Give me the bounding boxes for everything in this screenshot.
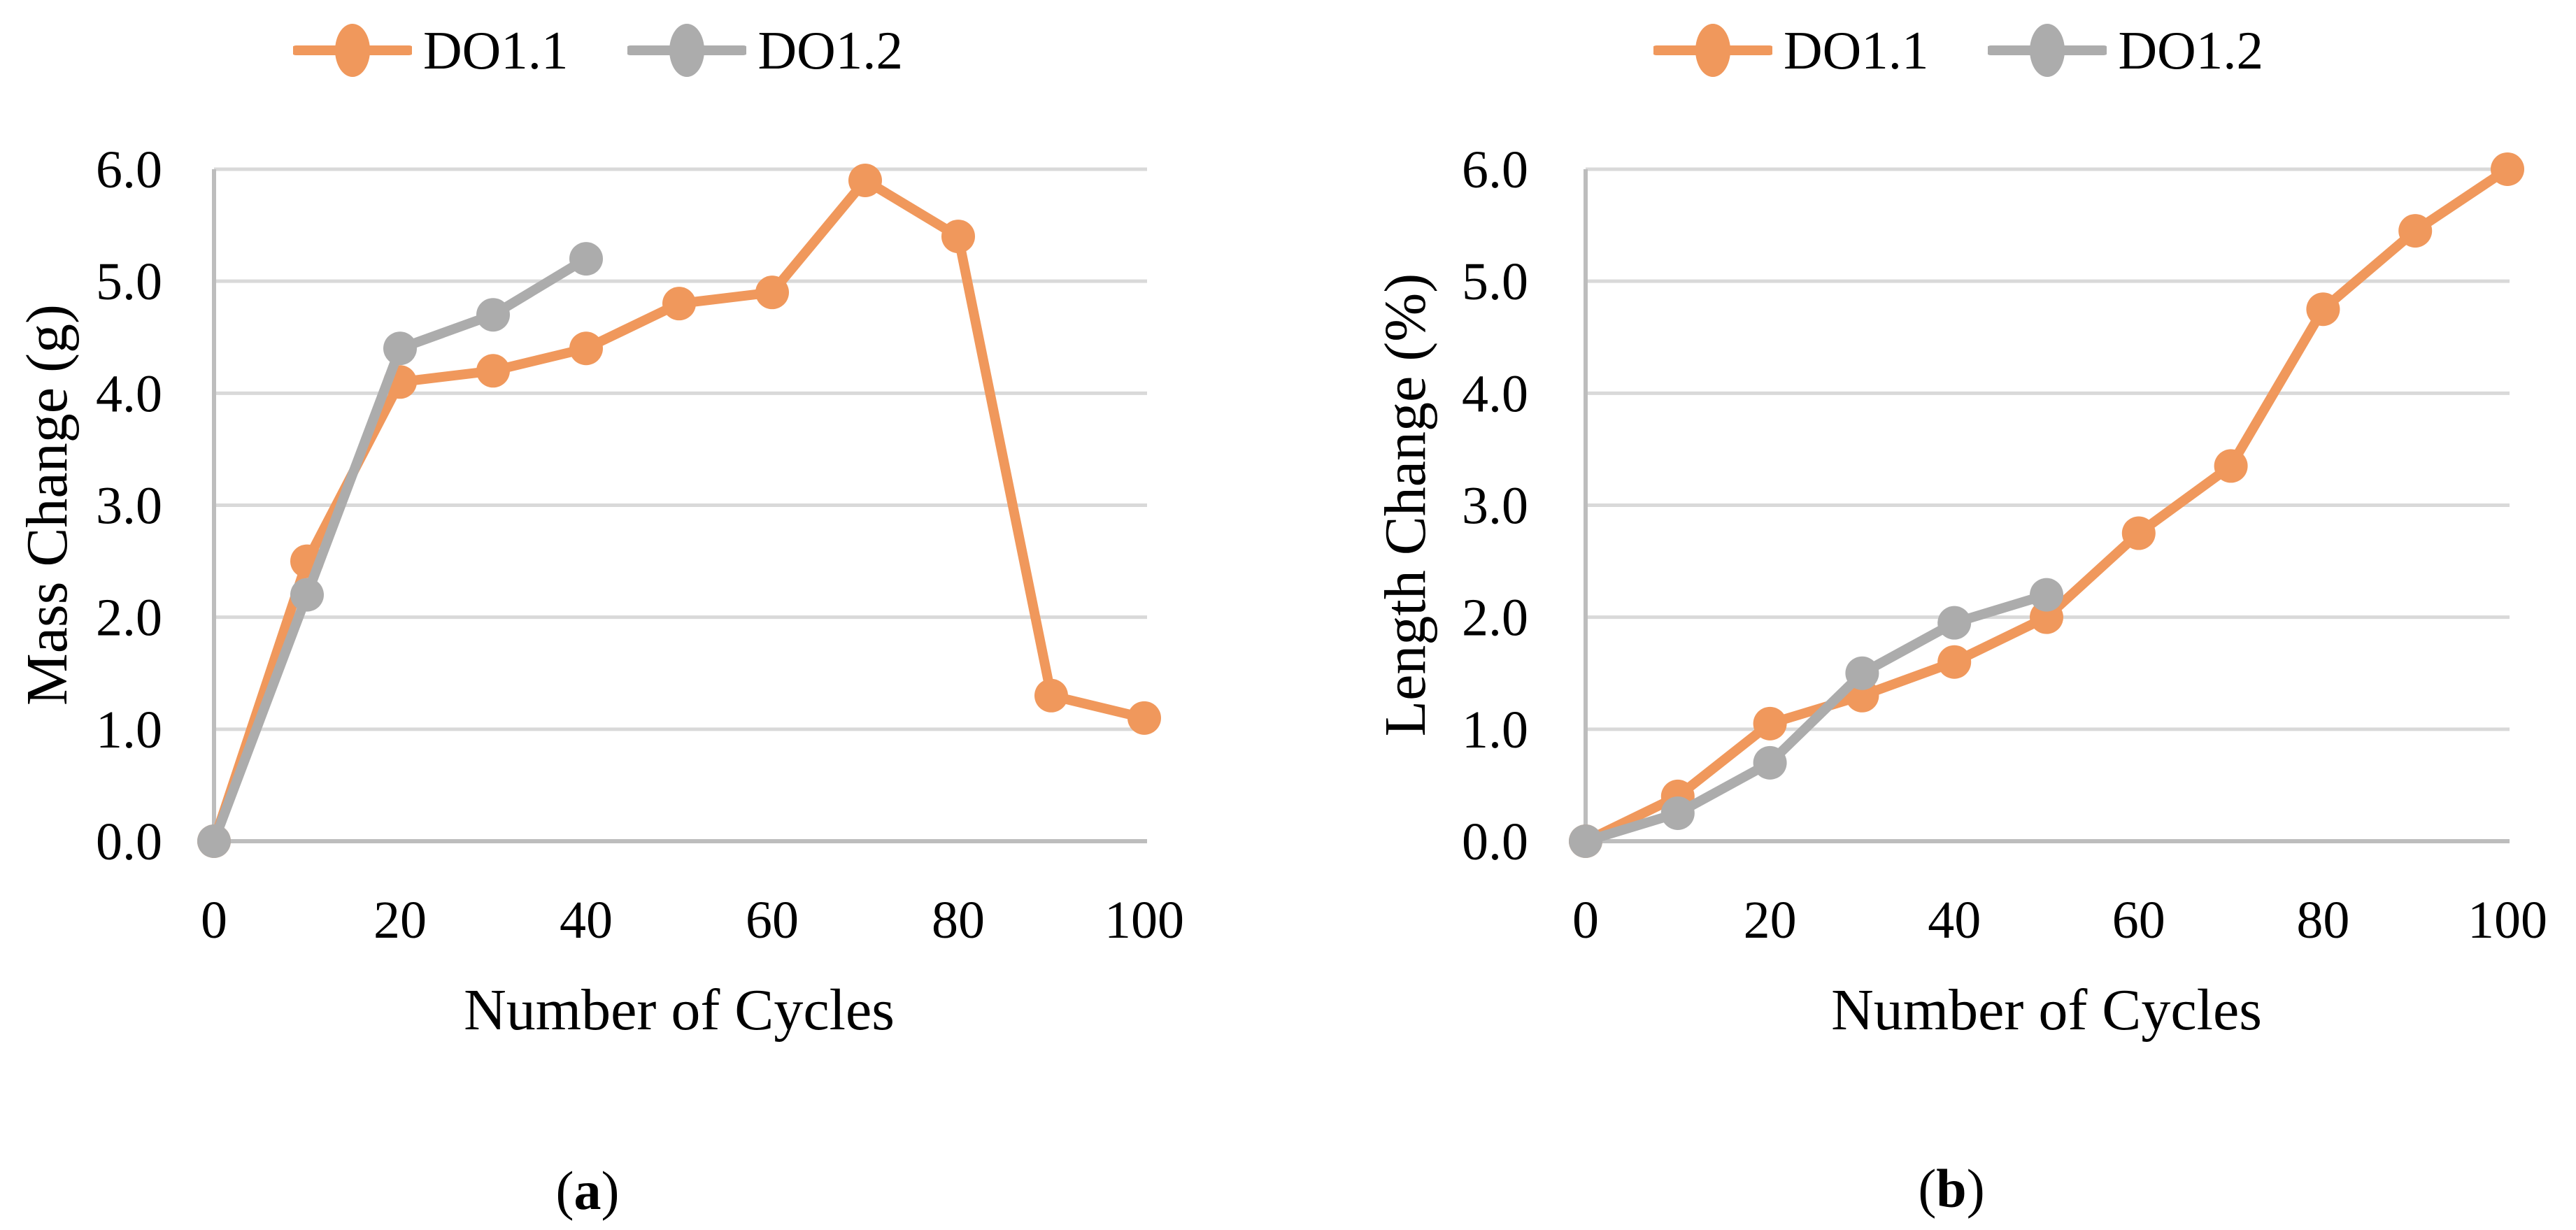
legend-marker-line-icon bbox=[1988, 24, 2107, 77]
x-tick-label: 0 bbox=[1572, 891, 1599, 950]
panel-caption-b: (b) bbox=[1918, 1161, 1984, 1216]
legend-chart-b: DO1.1 DO1.2 bbox=[1653, 22, 2263, 78]
data-point-marker-DO1.1 bbox=[2491, 152, 2524, 186]
y-tick-label: 4.0 bbox=[96, 364, 162, 423]
data-point-marker-DO1.2 bbox=[290, 578, 324, 612]
y-tick-label: 2.0 bbox=[96, 589, 162, 648]
data-point-marker-DO1.1 bbox=[662, 287, 696, 321]
panel-caption-a: (a) bbox=[556, 1164, 620, 1218]
data-point-marker-DO1.1 bbox=[2214, 449, 2248, 483]
x-tick-label: 60 bbox=[746, 891, 799, 950]
caption-open-paren: ( bbox=[1918, 1158, 1937, 1219]
data-point-marker-DO1.2 bbox=[476, 298, 510, 332]
data-point-marker-DO1.1 bbox=[2306, 292, 2340, 327]
y-tick-label: 1.0 bbox=[96, 701, 162, 759]
legend-item-do1-1: DO1.1 bbox=[293, 20, 569, 80]
y-tick-label: 5.0 bbox=[96, 252, 162, 311]
caption-letter: b bbox=[1936, 1158, 1967, 1219]
x-axis-title-chart-a: Number of Cycles bbox=[464, 978, 895, 1043]
y-tick-label: 2.0 bbox=[1462, 589, 1528, 648]
legend-item-do1-1: DO1.1 bbox=[1653, 20, 1929, 80]
y-tick-label: 6.0 bbox=[1462, 141, 1528, 199]
x-tick-label: 20 bbox=[373, 891, 427, 950]
legend-item-do1-2: DO1.2 bbox=[627, 20, 903, 80]
data-point-marker-DO1.2 bbox=[383, 331, 417, 366]
x-tick-label: 20 bbox=[1744, 891, 1797, 950]
y-tick-label: 0.0 bbox=[96, 813, 162, 871]
x-tick-label: 80 bbox=[2296, 891, 2349, 950]
x-tick-label: 100 bbox=[2468, 891, 2547, 950]
y-tick-label: 0.0 bbox=[1462, 813, 1528, 871]
y-tick-label: 5.0 bbox=[1462, 252, 1528, 311]
y-axis-title-chart-b: Length Change (%) bbox=[1373, 273, 1438, 737]
data-point-marker-DO1.2 bbox=[569, 242, 603, 276]
data-point-marker-DO1.1 bbox=[2121, 516, 2156, 550]
data-point-marker-DO1.1 bbox=[941, 220, 975, 254]
data-point-marker-DO1.1 bbox=[755, 276, 789, 310]
legend-item-do1-2: DO1.2 bbox=[1988, 22, 2263, 78]
legend-marker-line-icon bbox=[1653, 24, 1773, 77]
data-point-marker-DO1.2 bbox=[1753, 745, 1787, 780]
caption-close-paren: ) bbox=[1966, 1158, 1985, 1219]
data-point-marker-DO1.2 bbox=[1569, 824, 1602, 858]
y-tick-label: 3.0 bbox=[96, 476, 162, 535]
legend-label: DO1.2 bbox=[757, 20, 903, 80]
x-tick-label: 40 bbox=[1928, 891, 1981, 950]
x-tick-label: 40 bbox=[560, 891, 613, 950]
data-point-marker-DO1.2 bbox=[197, 824, 231, 858]
legend-chart-a: DO1.1 DO1.2 bbox=[293, 22, 903, 78]
data-point-marker-DO1.1 bbox=[1127, 701, 1161, 735]
x-tick-label: 100 bbox=[1104, 891, 1184, 950]
data-point-marker-DO1.1 bbox=[848, 163, 882, 197]
data-point-marker-DO1.2 bbox=[1845, 656, 1879, 690]
legend-label: DO1.2 bbox=[2118, 20, 2263, 80]
caption-open-paren: ( bbox=[555, 1160, 574, 1221]
y-tick-label: 3.0 bbox=[1462, 476, 1528, 535]
y-tick-label: 6.0 bbox=[96, 141, 162, 199]
legend-marker-line-icon bbox=[293, 24, 413, 77]
data-point-marker-DO1.1 bbox=[1753, 706, 1787, 741]
caption-letter: a bbox=[574, 1160, 602, 1221]
data-point-marker-DO1.1 bbox=[1034, 678, 1068, 713]
data-point-marker-DO1.2 bbox=[2030, 578, 2063, 612]
x-tick-label: 0 bbox=[201, 891, 227, 950]
caption-close-paren: ) bbox=[601, 1160, 620, 1221]
legend-marker-line-icon bbox=[627, 24, 747, 77]
legend-label: DO1.1 bbox=[423, 20, 569, 80]
legend-label: DO1.1 bbox=[1784, 20, 1929, 80]
data-point-marker-DO1.1 bbox=[1937, 645, 1972, 679]
data-point-marker-DO1.1 bbox=[569, 331, 603, 366]
data-point-marker-DO1.2 bbox=[1937, 606, 1972, 640]
x-tick-label: 60 bbox=[2112, 891, 2165, 950]
data-point-marker-DO1.1 bbox=[2398, 214, 2433, 248]
y-tick-label: 4.0 bbox=[1462, 364, 1528, 423]
x-axis-title-chart-b: Number of Cycles bbox=[1831, 978, 2262, 1043]
y-tick-label: 1.0 bbox=[1462, 701, 1528, 759]
x-tick-label: 80 bbox=[932, 891, 985, 950]
data-point-marker-DO1.1 bbox=[476, 354, 510, 388]
y-axis-title-chart-a: Mass Change (g) bbox=[15, 304, 80, 706]
data-point-marker-DO1.2 bbox=[1660, 796, 1695, 830]
